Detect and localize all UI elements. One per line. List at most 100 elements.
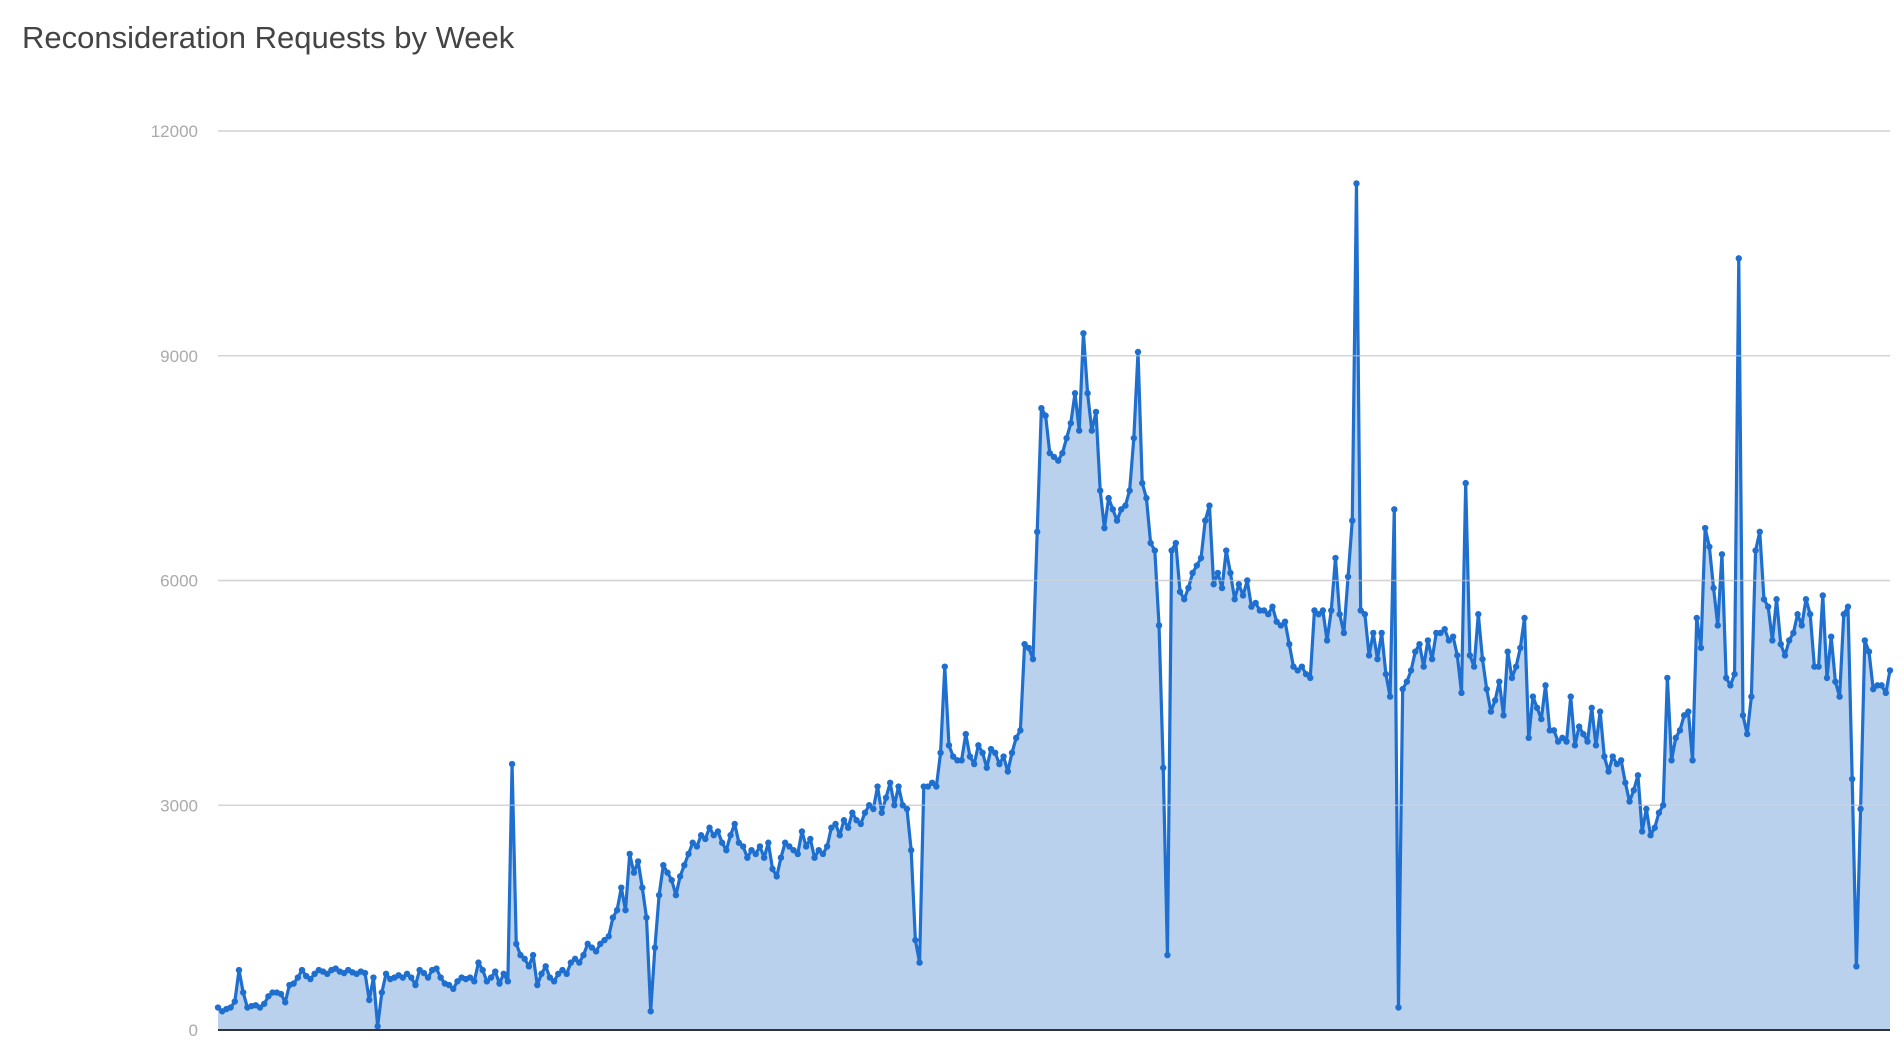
data-point [240,989,247,996]
data-point [865,802,873,809]
data-point [1785,637,1793,644]
data-point [962,730,969,738]
data-point [1164,951,1171,959]
data-point [1655,809,1663,816]
data-point [504,978,512,985]
data-point [1227,569,1234,577]
data-point [374,1023,381,1030]
data-point [1437,629,1444,637]
data-point [1832,678,1839,685]
data-point [1504,648,1511,655]
data-point [903,805,911,813]
data-point [370,974,377,981]
data-point [454,978,461,985]
data-point [773,873,780,880]
data-point [1361,611,1369,618]
data-point [1538,715,1545,723]
data-point [1756,528,1763,535]
data-point [1479,655,1486,663]
data-point [1559,734,1566,742]
data-point [1012,734,1020,742]
data-point [471,978,478,985]
data-point [597,940,604,948]
data-point [605,933,612,940]
data-point [622,906,629,914]
data-point [966,753,974,760]
data-point [1214,569,1222,577]
data-point [970,760,978,768]
data-point [1827,633,1835,640]
data-point [1571,742,1579,749]
data-point [1193,562,1201,569]
data-point [1764,603,1772,610]
data-point [655,891,663,899]
data-point [1458,689,1465,697]
data-point [1664,674,1671,682]
data-point [1055,457,1062,464]
data-point [672,891,680,899]
data-point [861,809,869,816]
data-point [1122,502,1129,509]
data-point [277,990,285,998]
data-point [496,980,503,987]
data-point [1328,607,1335,614]
data-point [1248,603,1255,610]
data-point [1517,644,1524,652]
series-area [218,183,1890,1030]
data-point [828,824,835,831]
data-point [643,914,650,921]
data-point [437,974,444,981]
data-point [1739,712,1747,719]
data-point [618,884,625,891]
data-point [790,847,797,854]
data-point [836,832,843,839]
data-point [991,749,999,757]
data-point [542,963,549,970]
data-point [723,847,730,854]
data-point [702,835,709,843]
data-point [714,828,722,835]
data-point [483,978,491,985]
data-point [235,966,243,974]
data-point [1466,652,1474,659]
data-point [1588,704,1595,712]
data-point [1395,1004,1402,1011]
data-point [857,820,864,828]
data-point [1840,611,1847,618]
data-point [1584,738,1591,745]
data-point [588,944,596,951]
data-point [916,959,923,966]
data-point [1449,633,1457,640]
data-point [958,757,965,764]
data-point [1676,727,1684,734]
data-point [815,847,822,854]
data-point [1861,637,1868,644]
data-point [1748,693,1755,700]
data-point [1000,753,1007,760]
data-point [1118,506,1125,513]
data-point [559,966,566,974]
data-point [366,996,373,1004]
data-point [937,749,944,757]
data-point [584,940,591,948]
data-point [1323,637,1331,644]
data-point [1139,479,1146,487]
data-point [912,936,919,944]
data-point [1294,667,1301,674]
data-point [907,847,915,854]
data-point [823,843,831,850]
data-point [786,843,793,850]
data-point [1882,689,1890,697]
data-point [290,980,297,987]
data-point [1239,592,1247,599]
data-point [987,745,995,753]
data-point [945,742,953,749]
data-point [1529,693,1537,700]
data-point [214,1004,222,1011]
data-point [1848,775,1856,783]
data-point [647,1008,654,1015]
data-point [1130,434,1138,442]
data-point [660,861,667,869]
data-point [1008,749,1016,757]
data-point [1752,547,1759,554]
